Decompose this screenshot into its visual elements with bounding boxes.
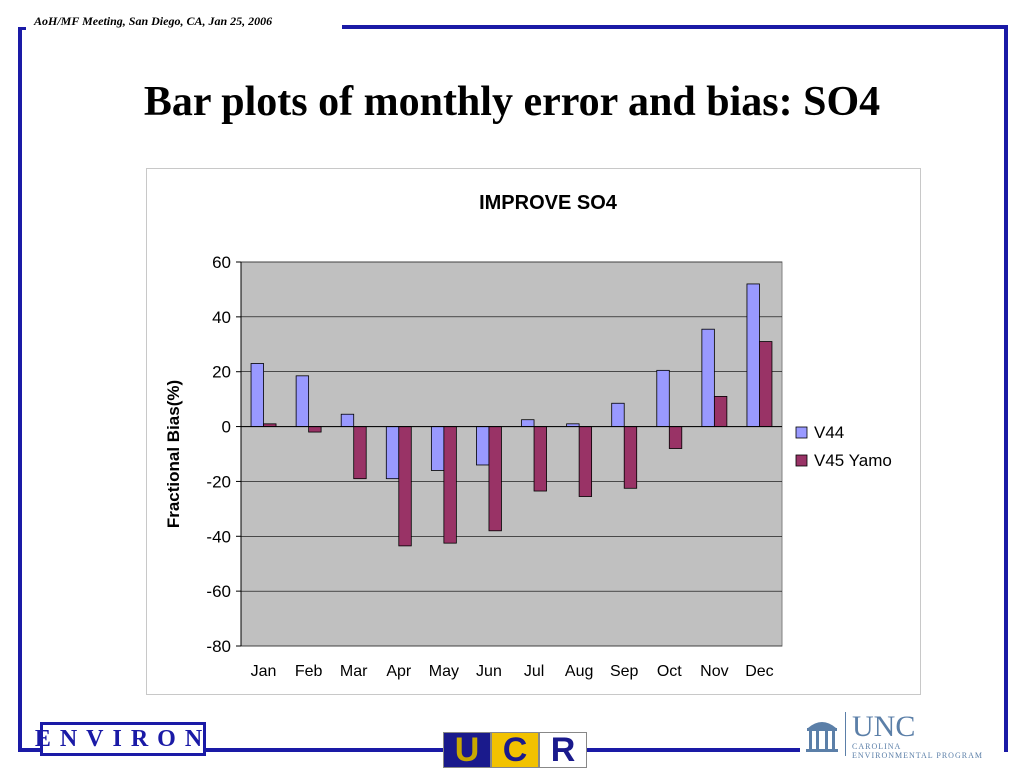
- bar-chart: IMPROVE SO4 60 40 20 0 -20 -40 -60 -80 Fractional…: [164, 192, 892, 680]
- y-tick-label: -40: [206, 527, 231, 546]
- meeting-note: AoH/MF Meeting, San Diego, CA, Jan 25, 2…: [28, 14, 279, 29]
- legend-label-v44: V44: [814, 423, 844, 442]
- x-tick-label: Sep: [610, 663, 639, 680]
- unc-divider: [845, 712, 846, 756]
- y-tick-label: 20: [212, 363, 231, 382]
- bar-v45-feb: [308, 426, 322, 433]
- x-tick-label: Feb: [295, 663, 323, 680]
- unc-sub-line-2: ENVIRONMENTAL PROGRAM: [852, 751, 983, 760]
- legend-swatch-v45: [795, 454, 808, 467]
- ucr-logo-u: U: [443, 731, 491, 769]
- bar-v44-jul: [521, 419, 535, 427]
- chart-container: IMPROVE SO4 60 40 20 0 -20 -40 -60 -80 Fractional…: [146, 168, 921, 695]
- legend-swatch-v44: [795, 426, 808, 439]
- frame-top-right: [342, 25, 1008, 29]
- frame-bottom-left: [18, 748, 40, 752]
- unc-sub-line-1: CAROLINA: [852, 742, 902, 751]
- y-tick-label: -60: [206, 582, 231, 601]
- bar-v44-apr: [385, 426, 400, 480]
- unc-logo: UNC CAROLINA ENVIRONMENTAL PROGRAM: [800, 710, 1008, 760]
- bar-v44-may: [430, 426, 445, 471]
- x-tick-label: Mar: [340, 663, 368, 680]
- frame-top-left: [18, 27, 26, 30]
- environ-logo-text: ENVIRON: [34, 725, 212, 752]
- bar-v44-mar: [340, 413, 355, 427]
- y-tick-label: 0: [222, 418, 231, 437]
- x-tick-label: Nov: [700, 663, 728, 680]
- x-tick-label: Dec: [745, 663, 773, 680]
- x-tick-label: Jan: [251, 663, 277, 680]
- bar-v44-nov: [701, 328, 715, 427]
- bar-v44-jun: [476, 426, 490, 466]
- bar-v45-sep: [623, 426, 638, 489]
- x-tick-label: Jun: [476, 663, 502, 680]
- frame-bottom-mid2: [587, 748, 800, 752]
- bar-v45-oct: [668, 426, 683, 449]
- legend-label-v45: V45 Yamo: [814, 451, 892, 470]
- frame-bottom-mid1: [206, 748, 443, 752]
- ucr-logo: U C R: [443, 731, 587, 769]
- slide-title: Bar plots of monthly error and bias: SO4: [143, 79, 881, 125]
- bar-v44-sep: [611, 402, 625, 427]
- chart-title: IMPROVE SO4: [479, 192, 618, 214]
- bar-v45-dec: [759, 341, 773, 427]
- y-tick-label: -80: [206, 637, 231, 656]
- x-tick-label: Oct: [657, 663, 682, 680]
- frame-left: [18, 27, 22, 752]
- bar-v45-may: [443, 426, 457, 544]
- ucr-logo-r: R: [539, 731, 587, 769]
- bar-v45-nov: [713, 395, 728, 427]
- bar-v45-apr: [398, 426, 412, 547]
- bar-v45-aug: [578, 426, 593, 497]
- bar-v45-jun: [488, 426, 502, 532]
- bar-v45-mar: [353, 426, 367, 480]
- unc-logo-subtext: CAROLINA ENVIRONMENTAL PROGRAM: [852, 742, 983, 760]
- x-tick-label: Jul: [524, 663, 544, 680]
- y-tick-label: 40: [212, 308, 231, 327]
- old-well-icon: [806, 722, 838, 752]
- x-tick-label: Apr: [386, 663, 412, 680]
- bar-v44-dec: [746, 283, 760, 427]
- y-tick-label: -20: [206, 472, 231, 491]
- plot-area: [240, 261, 783, 647]
- x-tick-label: Aug: [565, 663, 593, 680]
- environ-logo: ENVIRON: [35, 722, 206, 756]
- frame-right: [1004, 25, 1008, 752]
- y-axis-label: Fractional Bias(%): [164, 380, 183, 528]
- bar-v45-jul: [533, 426, 547, 492]
- ucr-logo-c: C: [491, 731, 539, 769]
- bar-v44-feb: [295, 375, 310, 427]
- bar-v44-oct: [656, 369, 670, 427]
- unc-logo-text: UNC: [852, 710, 916, 743]
- y-tick-label: 60: [212, 253, 231, 272]
- bar-v44-jan: [250, 363, 264, 427]
- x-tick-label: May: [429, 663, 459, 680]
